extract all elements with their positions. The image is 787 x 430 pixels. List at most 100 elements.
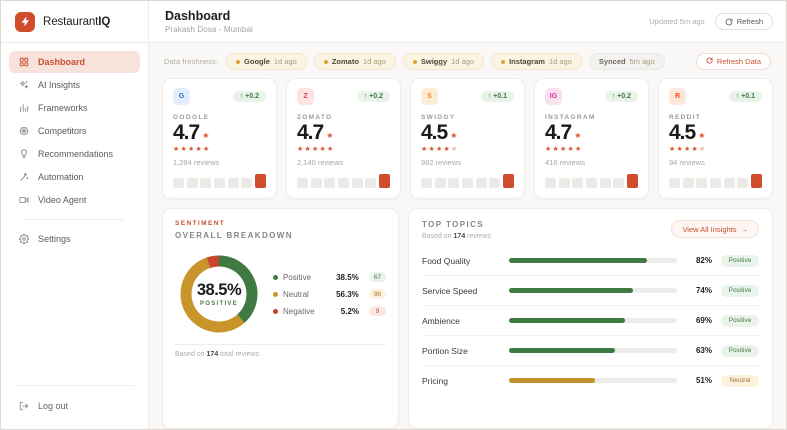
freshness-chip-synced[interactable]: Synced 5m ago — [588, 53, 665, 70]
topic-name: Food Quality — [422, 255, 471, 266]
topic-sentiment-tag: Positive — [721, 344, 759, 357]
data-freshness-label: Data freshness: — [164, 57, 219, 66]
sentiment-kicker: SENTIMENT — [175, 220, 226, 228]
freshness-chip-google[interactable]: Google 1d ago — [226, 53, 307, 70]
spark-bar — [709, 178, 722, 189]
spark-bar — [723, 178, 735, 189]
platform-badge-icon: S — [421, 88, 438, 105]
logout-button[interactable]: Log out — [1, 395, 148, 417]
top-topics-sub-count: 174 — [453, 233, 466, 241]
rating-card-instagram[interactable]: IG ↑ +0.2 INSTAGRAM 4.7 ★ ★★★★★ 416 reviews — [534, 78, 649, 200]
card-header: Z ↑ +0.2 — [297, 88, 390, 105]
sparkles-icon — [18, 80, 29, 91]
page-title: Dashboard — [165, 8, 231, 23]
star-icon: ★ — [683, 146, 692, 154]
star-icon: ★ — [173, 146, 181, 154]
top-topics-subtitle: Based on 174 reviews — [422, 233, 491, 240]
sidebar-nav: Dashboard AI Insights — [1, 51, 148, 250]
sidebar-item-automation[interactable]: Automation — [9, 166, 140, 188]
sidebar-item-dashboard[interactable]: Dashboard — [9, 51, 140, 73]
refresh-data-button[interactable]: Refresh Data — [695, 53, 771, 70]
sidebar-item-label: AI Insights — [38, 80, 81, 90]
topic-row[interactable]: Pricing 51% Neutral — [422, 365, 759, 395]
star-rating: ★★★★★ — [545, 145, 638, 153]
rating-card-reddit[interactable]: R ↑ +0.1 REDDIT 4.5 ★ ★★★★★ 94 reviews — [658, 78, 773, 200]
donut-percent: 38.5% — [196, 281, 242, 300]
spark-bar — [254, 174, 266, 189]
arrow-right-icon: → — [740, 224, 749, 234]
brand-logo[interactable]: RestaurantIQ — [1, 1, 149, 42]
freshness-chip-instagram[interactable]: Instagram 1d ago — [491, 53, 582, 70]
star-rating: ★★★★★ — [297, 145, 390, 153]
arrow-up-icon: ↑ — [735, 93, 740, 100]
topic-progress-bar — [509, 288, 677, 294]
sidebar-item-ai-insights[interactable]: AI Insights — [9, 74, 140, 96]
review-count: 416 reviews — [545, 158, 586, 168]
topic-row[interactable]: Service Speed 74% Positive — [422, 275, 759, 305]
freshness-chip-name: Synced — [598, 57, 626, 66]
spark-bar — [669, 178, 681, 189]
refresh-button[interactable]: Refresh — [714, 13, 773, 30]
delta-value: +0.1 — [741, 93, 755, 100]
topic-progress-fill — [509, 378, 595, 384]
sidebar-item-frameworks[interactable]: Frameworks — [9, 97, 140, 119]
sidebar-item-video-agent[interactable]: Video Agent — [9, 189, 140, 211]
rating-card-zomato[interactable]: Z ↑ +0.2 ZOMATO 4.7 ★ ★★★★★ 2,140 reviews — [286, 78, 401, 200]
star-icon: ★ — [676, 146, 684, 154]
sentiment-footer-count: 174 — [206, 351, 219, 359]
brand-name-light: Restaurant — [43, 15, 99, 28]
rating-score: 4.5 — [421, 121, 448, 144]
star-icon: ★ — [545, 146, 553, 154]
spark-bar — [585, 178, 598, 189]
sidebar-item-label: Dashboard — [38, 57, 86, 67]
star-icon: ★ — [202, 131, 210, 140]
legend-row-positive: Positive 38.5% 67 — [273, 269, 386, 286]
topic-name: Ambience — [422, 315, 460, 326]
sidebar-item-competitors[interactable]: Competitors — [9, 120, 140, 142]
topic-row[interactable]: Ambience 69% Positive — [422, 305, 759, 335]
sentiment-footer-suffix: total reviews — [218, 351, 260, 359]
topic-progress-fill — [509, 288, 634, 294]
spark-bar — [378, 174, 390, 189]
topic-sentiment-tag: Neutral — [721, 374, 759, 387]
score-row: 4.7 ★ — [297, 121, 390, 144]
freshness-chip-name: Google — [244, 57, 270, 66]
star-icon: ★ — [326, 131, 334, 140]
rating-score: 4.5 — [669, 121, 696, 144]
data-freshness-bar: Data freshness: Google 1d ago Zomato 1d ago… — [162, 43, 773, 78]
topic-row[interactable]: Portion Size 63% Positive — [422, 335, 759, 365]
spark-bar — [696, 178, 708, 189]
star-icon: ★ — [567, 146, 575, 154]
spark-bar — [421, 178, 433, 189]
spark-bar — [599, 178, 611, 189]
delta-badge: ↑ +0.1 — [480, 91, 514, 102]
spark-bar — [448, 178, 460, 189]
refresh-data-label: Refresh Data — [716, 57, 761, 66]
spark-bar — [489, 178, 501, 189]
spark-bar — [545, 178, 557, 189]
arrow-up-icon: ↑ — [363, 93, 368, 100]
star-rating: ★★★★★ — [421, 145, 514, 153]
status-dot — [323, 59, 328, 64]
legend-dot — [273, 308, 278, 314]
sidebar-item-recommendations[interactable]: Recommendations — [9, 143, 140, 165]
topic-progress-bar — [509, 258, 677, 264]
sidebar-item-settings[interactable]: Settings — [9, 228, 140, 250]
legend-count: 9 — [369, 306, 386, 317]
legend-label: Neutral — [283, 289, 309, 299]
card-header: S ↑ +0.1 — [421, 88, 514, 105]
rating-card-swiggy[interactable]: S ↑ +0.1 SWIGGY 4.5 ★ ★★★★★ 982 reviews — [410, 78, 525, 200]
freshness-chip-zomato[interactable]: Zomato 1d ago — [313, 53, 396, 70]
view-all-insights-button[interactable]: View All Insights → — [671, 220, 759, 239]
freshness-chip-swiggy[interactable]: Swiggy 1d ago — [402, 53, 485, 70]
logout-icon — [18, 401, 29, 412]
rating-card-google[interactable]: G ↑ +0.2 GOOGLE 4.7 ★ ★★★★★ 1,284 reviews — [162, 78, 277, 200]
review-count: 94 reviews — [669, 158, 705, 168]
spark-bar — [572, 178, 584, 189]
star-icon: ★ — [559, 146, 568, 154]
sparkline-chart — [669, 174, 762, 189]
sidebar: Dashboard AI Insights — [1, 43, 149, 429]
topic-row[interactable]: Food Quality 82% Positive — [422, 246, 759, 275]
top-bar-main: Dashboard Prakash Dosa - Mumbai Updated … — [149, 1, 786, 42]
